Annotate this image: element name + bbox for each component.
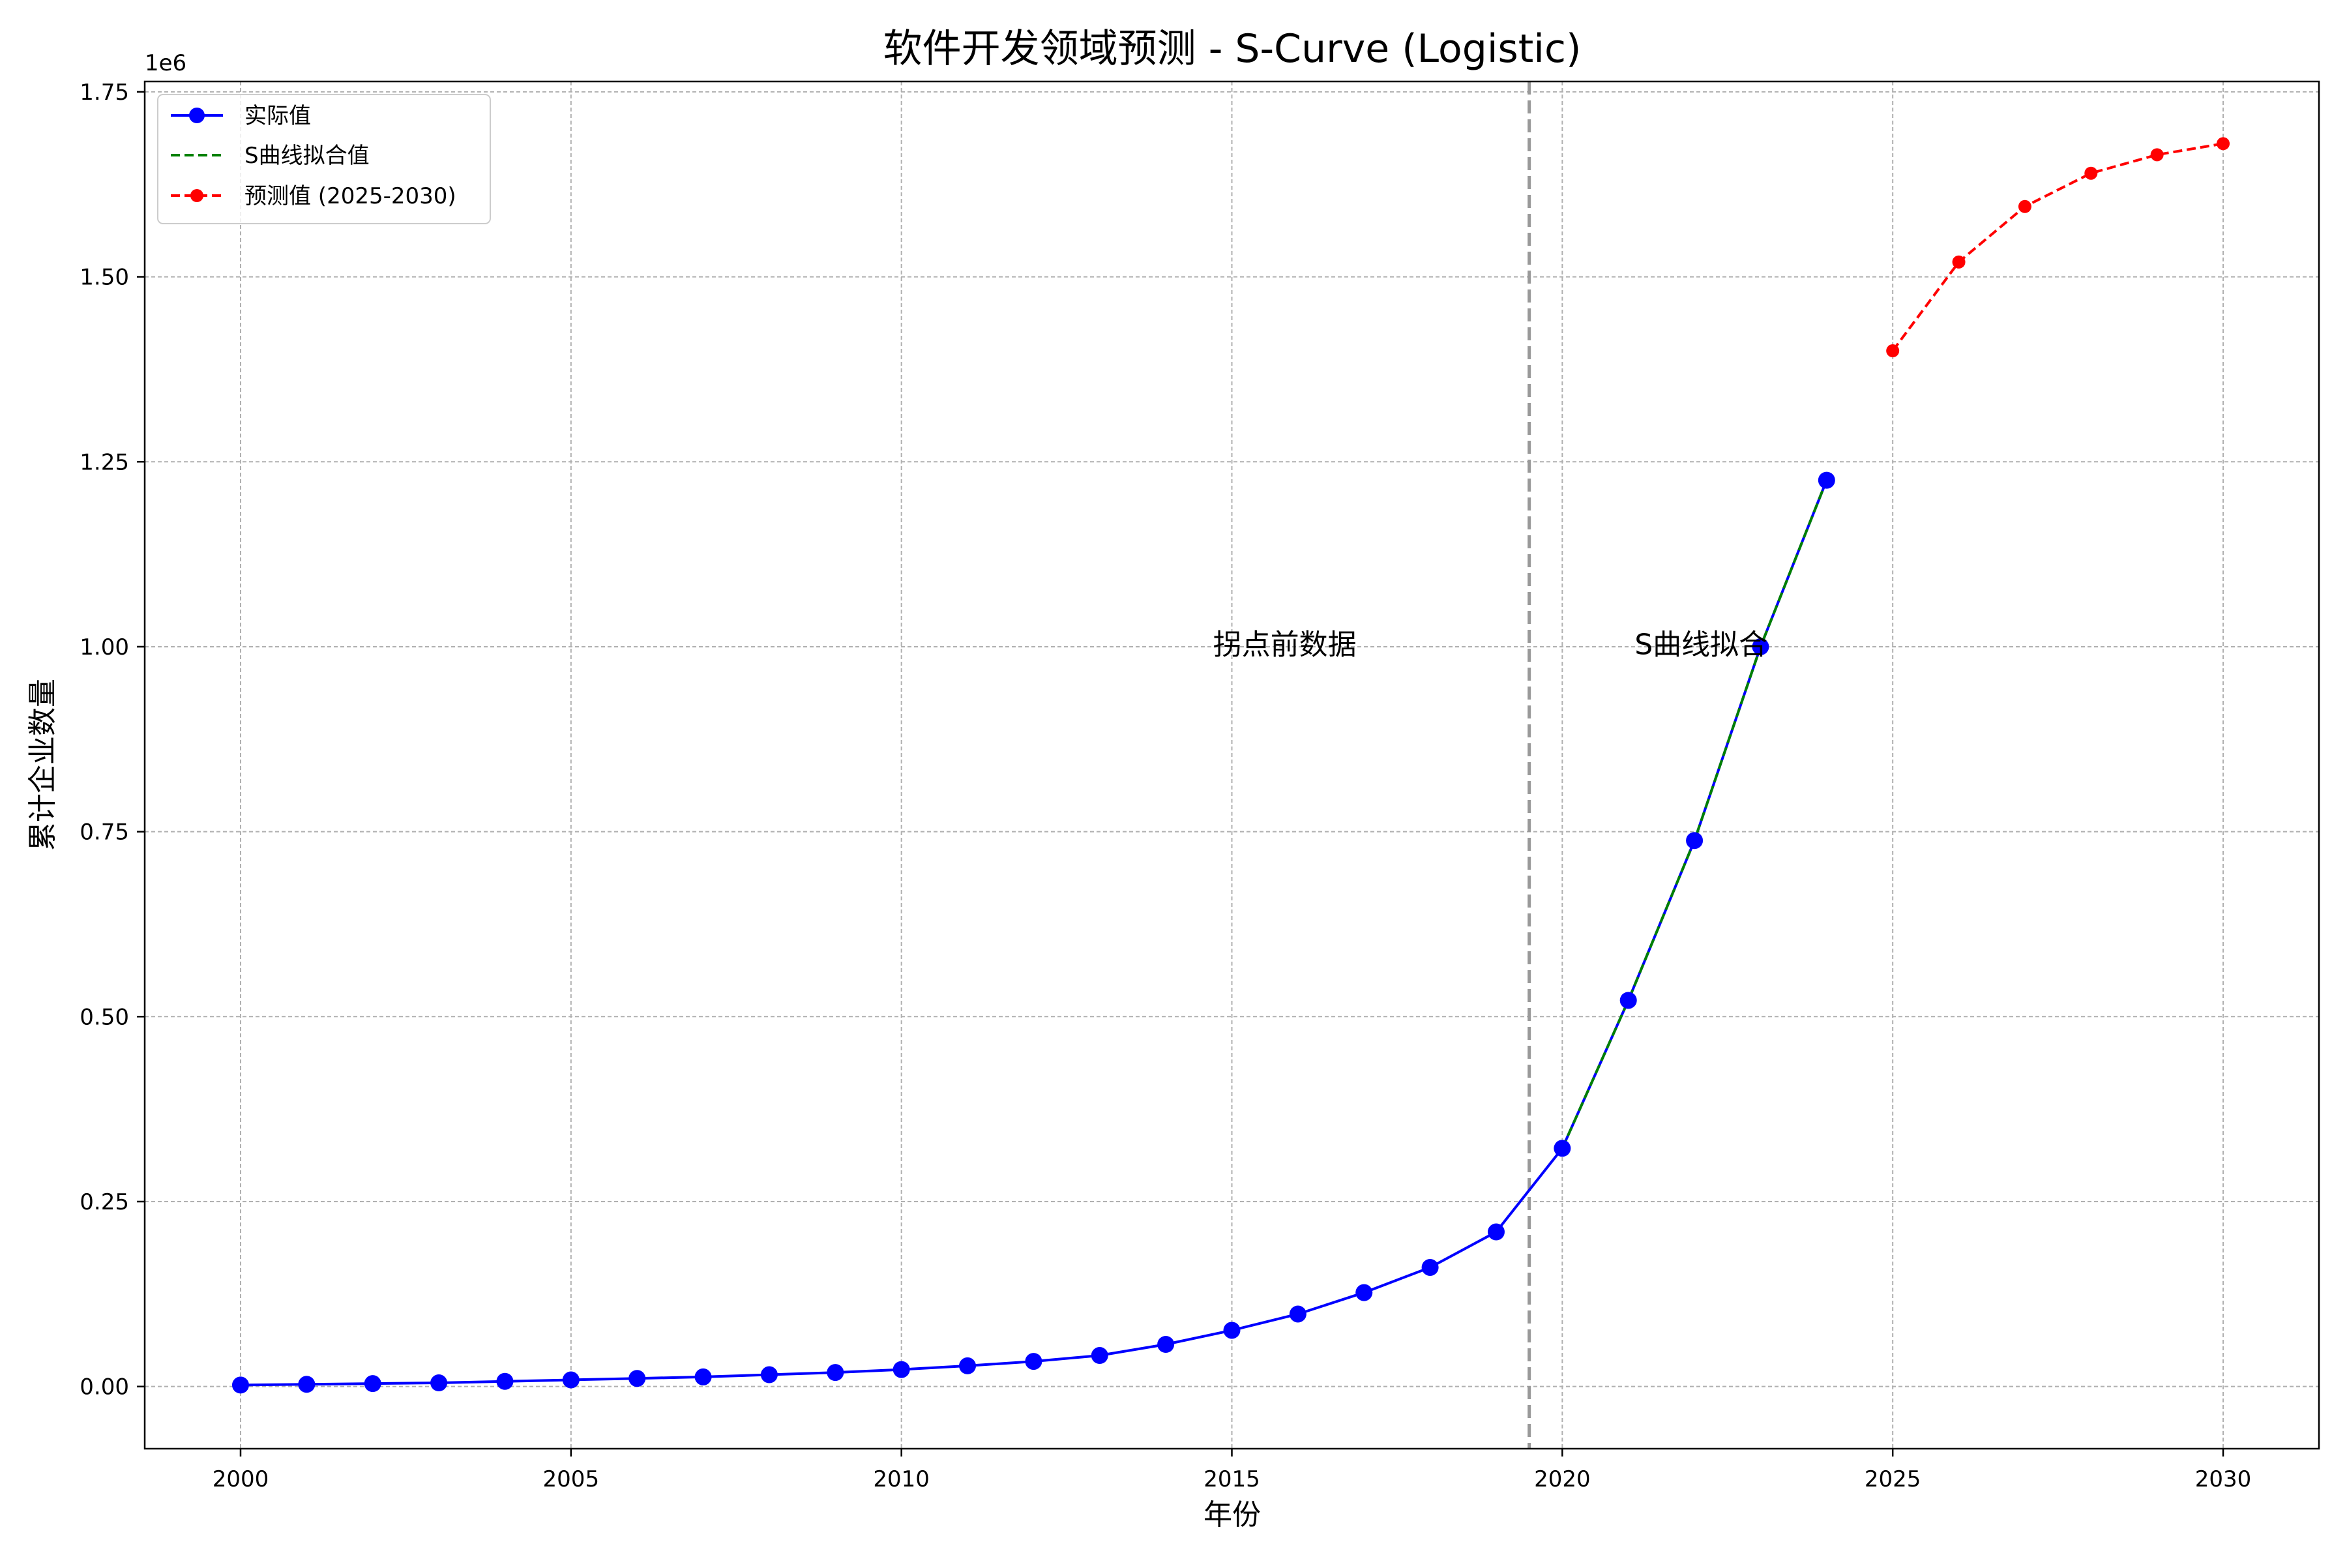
legend-box — [157, 94, 491, 224]
y-axis-label: 累计企业数量 — [26, 679, 59, 851]
actual-value-point — [562, 1371, 580, 1389]
forecast-point — [1952, 255, 1966, 269]
x-tick-label: 2015 — [1203, 1466, 1260, 1492]
actual-value-point — [959, 1357, 977, 1374]
forecast-line — [1891, 142, 2224, 352]
annotation-label: S曲线拟合 — [1634, 628, 1767, 661]
actual-value-point — [430, 1374, 448, 1392]
annotations: 拐点前数据 S曲线拟合 — [1213, 628, 1768, 661]
y-offset-label: 1e6 — [145, 50, 186, 76]
series-layer — [231, 137, 2230, 1394]
y-tick-label: 0.25 — [80, 1189, 129, 1215]
actual-value-point — [1554, 1140, 1571, 1157]
x-tick-label: 2025 — [1865, 1466, 1921, 1492]
x-tick-label: 2030 — [2195, 1466, 2252, 1492]
actual-value-point — [1355, 1284, 1373, 1301]
legend-label-fit: S曲线拟合值 — [244, 143, 370, 169]
y-tick-label: 1.00 — [80, 634, 129, 660]
legend-marker-forecast — [190, 189, 203, 202]
actual-value-point — [1487, 1223, 1505, 1241]
actual-value-point — [1619, 992, 1637, 1009]
actual-value-point — [1686, 832, 1704, 850]
actual-value-point — [1752, 638, 1769, 655]
actual-value-point — [893, 1361, 910, 1378]
x-axis: 2000 2005 2010 2015 2020 2025 2030 — [213, 1449, 2252, 1492]
annotation-label: 拐点前数据 — [1213, 628, 1357, 661]
actual-value-point — [628, 1370, 646, 1387]
y-tick-label: 0.50 — [80, 1004, 129, 1030]
forecast-point — [2217, 137, 2230, 151]
actual-value-point — [364, 1375, 381, 1393]
x-tick-label: 2010 — [873, 1466, 930, 1492]
y-tick-label: 1.25 — [80, 449, 129, 475]
actual-value-point — [760, 1366, 778, 1383]
actual-value-point — [827, 1364, 844, 1382]
x-tick-label: 2000 — [213, 1466, 269, 1492]
actual-value-point — [1025, 1353, 1042, 1370]
actual-value-point — [1818, 471, 1835, 489]
actual-value-point — [496, 1372, 514, 1390]
forecast-point — [2084, 166, 2098, 180]
x-tick-label: 2020 — [1534, 1466, 1591, 1492]
actual-value-point — [1091, 1347, 1108, 1365]
legend-label-forecast: 预测值 (2025-2030) — [244, 183, 456, 209]
y-axis: 0.00 0.25 0.50 0.75 1.00 1.25 1.50 1.75 — [80, 80, 145, 1400]
actual-value-point — [694, 1368, 712, 1385]
y-tick-label: 0.75 — [80, 820, 129, 846]
actual-value-point — [1223, 1322, 1241, 1339]
y-tick-label: 1.50 — [80, 265, 129, 291]
forecast-point — [2150, 148, 2164, 162]
y-tick-label: 0.00 — [80, 1374, 129, 1400]
x-axis-label: 年份 — [1203, 1498, 1261, 1531]
x-tick-label: 2005 — [543, 1466, 600, 1492]
actual-value-point — [298, 1376, 316, 1393]
forecast-point — [2018, 200, 2031, 213]
actual-value-point — [1421, 1258, 1439, 1276]
legend-label-actual: 实际值 — [244, 103, 311, 129]
chart-title: 软件开发领域预测 - S-Curve (Logistic) — [883, 26, 1582, 72]
actual-value-point — [1157, 1336, 1175, 1354]
legend: 实际值 S曲线拟合值 预测值 (2025-2030) — [157, 94, 491, 224]
actual-value-point — [1289, 1305, 1306, 1323]
actual-value-point — [231, 1376, 249, 1394]
forecast-point — [1886, 344, 1900, 358]
legend-marker-actual — [189, 108, 205, 123]
y-tick-label: 1.75 — [80, 80, 129, 106]
